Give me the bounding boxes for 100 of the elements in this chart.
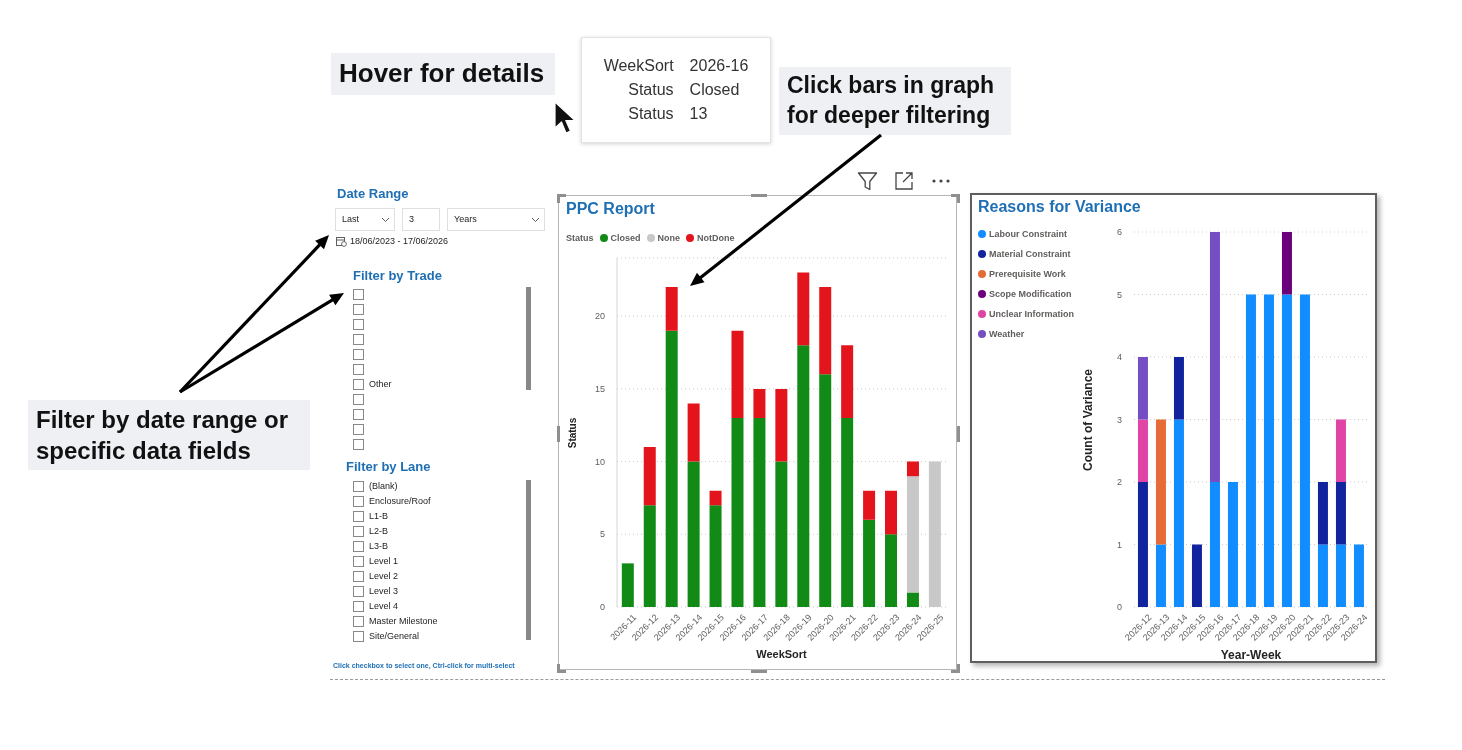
text: Click bars in graph for deeper filtering <box>779 67 1011 135</box>
y-tick-label: 20 <box>594 311 605 322</box>
bar <box>1227 482 1238 607</box>
bar <box>1317 544 1328 607</box>
bar <box>1317 482 1328 545</box>
text: 18/06/2023 - 17/06/2026 <box>350 235 449 247</box>
bar <box>819 374 832 607</box>
bar <box>775 388 788 462</box>
legend-label: NotDone <box>697 232 735 244</box>
bar <box>1173 357 1184 420</box>
bar <box>643 447 656 506</box>
bar <box>797 345 810 607</box>
y-tick-label: 0 <box>1116 602 1122 613</box>
y-tick-label: 5 <box>1116 289 1122 300</box>
bar <box>1281 232 1292 295</box>
bar <box>1173 419 1184 607</box>
bar <box>906 461 919 477</box>
bar <box>841 345 854 418</box>
y-tick-label: 5 <box>599 529 605 540</box>
text: Hover for details <box>331 53 555 95</box>
bar <box>863 519 876 607</box>
dropdown-field: Last <box>335 208 395 231</box>
y-tick-label: 6 <box>1116 227 1122 238</box>
category-label: Site/General <box>369 630 420 642</box>
bar <box>819 287 832 375</box>
text: Date Range <box>337 186 409 201</box>
category-label: (Blank) <box>369 480 398 492</box>
bar <box>1245 294 1256 607</box>
y-tick-label: 1 <box>1116 539 1122 550</box>
category-label: Master Milestone <box>369 615 438 627</box>
legend-label: Material Constraint <box>989 248 1071 260</box>
category-label: Other <box>369 378 392 390</box>
chart-title: Reasons for Variance <box>978 198 1141 216</box>
y-axis-title: Status <box>566 417 578 448</box>
bar <box>1137 419 1148 482</box>
bar <box>1191 544 1202 607</box>
bar <box>1335 482 1346 545</box>
bar <box>665 287 678 331</box>
legend-label: Weather <box>989 328 1025 340</box>
category-label: L3-B <box>369 540 389 552</box>
legend-label: None <box>657 232 681 244</box>
y-tick-label: 3 <box>1116 414 1122 425</box>
legend-label: Scope Modification <box>989 288 1072 300</box>
legend-title: Status <box>566 232 594 244</box>
category-label: Level 3 <box>369 585 399 597</box>
category-label: L2-B <box>369 525 389 537</box>
bar <box>731 417 744 607</box>
bar <box>1335 544 1346 607</box>
bar <box>753 417 766 607</box>
bar <box>885 534 898 607</box>
bar <box>1137 357 1148 420</box>
legend-label: Prerequisite Work <box>989 268 1066 280</box>
bar <box>753 388 766 418</box>
bar <box>731 330 744 418</box>
bar <box>1137 482 1148 607</box>
bar <box>906 592 919 607</box>
category-label: Level 2 <box>369 570 399 582</box>
tooltip: WeekSort 2026-16 Status Closed Status 13 <box>581 37 771 143</box>
bar <box>1155 544 1166 607</box>
chart-title: PPC Report <box>566 200 655 218</box>
bar <box>1335 419 1346 482</box>
bar <box>1209 482 1220 607</box>
bar <box>643 505 656 607</box>
y-tick-label: 2 <box>1116 477 1122 488</box>
text: Filter by Trade <box>353 268 442 283</box>
bar <box>775 461 788 607</box>
bar <box>1353 544 1364 607</box>
y-tick-label: 10 <box>594 456 605 467</box>
legend-label: Unclear Information <box>989 308 1075 320</box>
bar <box>1209 232 1220 482</box>
bar <box>709 490 722 506</box>
text: Filter by Lane <box>346 459 431 474</box>
category-label: Level 4 <box>369 600 399 612</box>
bar <box>687 403 700 462</box>
bar <box>1281 294 1292 607</box>
bar <box>863 490 876 520</box>
category-label: Level 1 <box>369 555 399 567</box>
bar <box>709 505 722 607</box>
bar <box>885 490 898 535</box>
text: Filter by date range or specific data fields <box>28 400 310 471</box>
bar <box>1263 294 1274 607</box>
bar <box>1299 294 1310 607</box>
y-tick-label: 0 <box>599 602 605 613</box>
bar <box>665 330 678 607</box>
bar <box>621 563 634 607</box>
y-axis-title: Count of Variance <box>1081 368 1095 471</box>
x-axis-title: Year-Week <box>1220 648 1282 662</box>
category-label: Enclosure/Roof <box>369 495 431 507</box>
y-tick-label: 4 <box>1116 352 1122 363</box>
legend-label: Labour Constraint <box>989 228 1067 240</box>
bar <box>797 272 810 346</box>
category-label: L1-B <box>369 510 389 522</box>
bar <box>841 417 854 607</box>
x-axis-title: WeekSort <box>756 648 807 660</box>
dropdown-field: Years <box>447 208 545 231</box>
bar <box>687 461 700 607</box>
legend-label: Closed <box>610 232 641 244</box>
y-tick-label: 15 <box>594 384 605 395</box>
number-field: 3 <box>402 208 440 231</box>
bar <box>1155 419 1166 545</box>
